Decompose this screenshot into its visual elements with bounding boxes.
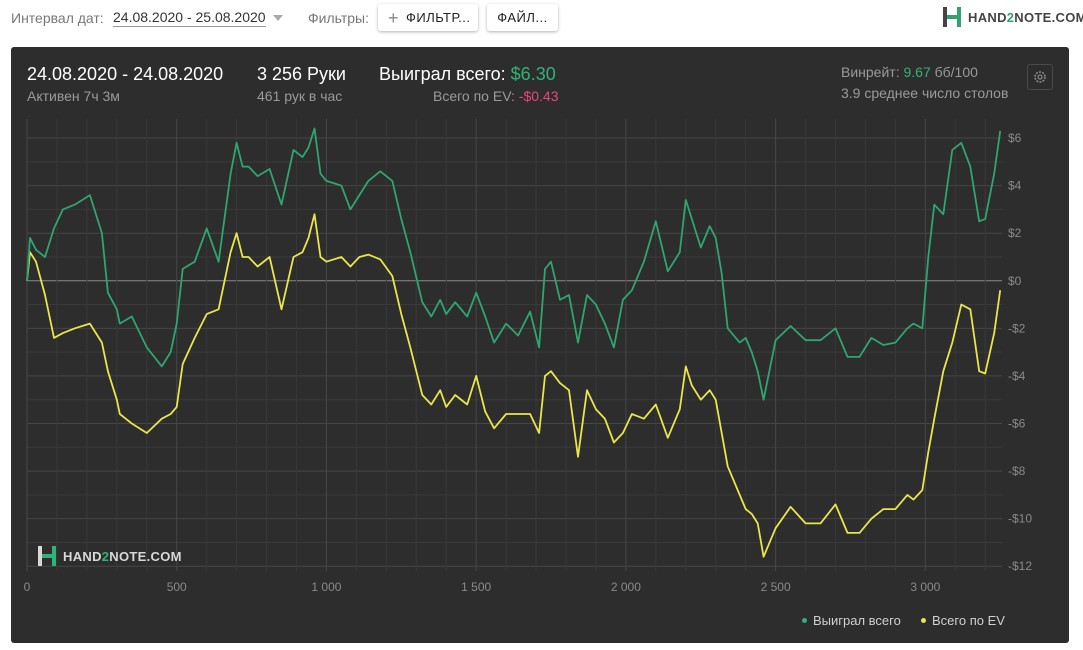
- y-tick-label: -$6: [1008, 417, 1026, 431]
- stats-ev-total: Всего по EV: -$0.43: [433, 88, 559, 104]
- filter-button[interactable]: + ФИЛЬТР...: [378, 4, 478, 31]
- x-tick-label: 3 000: [910, 580, 940, 594]
- x-tick-label: 1 000: [311, 580, 341, 594]
- stats-date-range: 24.08.2020 - 24.08.2020: [27, 64, 224, 84]
- file-button-label: ФАЙЛ...: [497, 10, 548, 25]
- gear-icon: [1034, 71, 1046, 83]
- series-line-ev: [26, 213, 1002, 558]
- watermark-text: HAND2NOTE.COM: [63, 548, 182, 564]
- y-tick-label: -$8: [1008, 464, 1026, 478]
- chart-series: [26, 127, 1002, 558]
- filter-button-label: ФИЛЬТР...: [406, 10, 471, 25]
- x-axis-ticks: 0 500 1 000 1 500 2 000 2 500 3 000: [24, 580, 941, 594]
- chart-grid: [26, 119, 1002, 571]
- stats-won-total: Выиграл всего: $6.30: [379, 64, 556, 84]
- won-value: $6.30: [510, 64, 556, 84]
- y-tick-label: $4: [1008, 179, 1022, 193]
- ev-value: -$0.43: [518, 88, 559, 104]
- legend-dot-won: [802, 618, 807, 623]
- legend-item-ev[interactable]: Всего по EV: [921, 613, 1005, 628]
- logo-h-icon: [943, 7, 961, 27]
- y-tick-label: -$4: [1008, 369, 1026, 383]
- settings-button[interactable]: [1027, 64, 1053, 90]
- date-interval-label: Интервал дат:: [11, 10, 104, 26]
- y-tick-label: $6: [1008, 131, 1022, 145]
- x-tick-label: 2 500: [761, 580, 791, 594]
- stats-winrate: Винрейт: 9.67 бб/100: [841, 64, 978, 80]
- logo-h-icon: [38, 546, 56, 566]
- legend-dot-ev: [921, 618, 926, 623]
- date-interval-select[interactable]: 24.08.2020 - 25.08.2020: [113, 9, 266, 27]
- y-tick-label: -$12: [1008, 559, 1032, 573]
- x-tick-label: 1 500: [461, 580, 491, 594]
- x-tick-label: 0: [24, 580, 31, 594]
- legend-item-won[interactable]: Выиграл всего: [802, 613, 901, 628]
- legend-label-won: Выиграл всего: [813, 613, 901, 628]
- winrate-value: 9.67: [903, 64, 931, 80]
- graph-panel: 24.08.2020 - 24.08.2020 Активен 7ч 3м 3 …: [11, 47, 1069, 643]
- brand-logo: HAND2NOTE.COM: [942, 6, 1083, 28]
- brand-text: HAND2NOTE.COM: [968, 9, 1083, 25]
- legend-label-ev: Всего по EV: [932, 613, 1005, 628]
- watermark-logo: HAND2NOTE.COM: [37, 545, 182, 567]
- stats-tables: 3.9 среднее число столов: [841, 85, 1009, 101]
- top-bar: Интервал дат: 24.08.2020 - 25.08.2020 Фи…: [0, 0, 1083, 38]
- filters-label: Фильтры:: [308, 10, 369, 26]
- profit-chart[interactable]: $6 $4 $2 $0 -$2 -$4 -$6 -$8 -$10 -$12 0 500 1 000 1 …: [11, 47, 1069, 643]
- chevron-down-icon[interactable]: [273, 15, 283, 21]
- y-axis-ticks: $6 $4 $2 $0 -$2 -$4 -$6 -$8 -$10 -$12: [1008, 131, 1032, 573]
- stats-hands-per-hour: 461 рук в час: [257, 88, 343, 104]
- plus-icon: +: [388, 7, 400, 28]
- stats-active-time: Активен 7ч 3м: [27, 88, 120, 104]
- y-tick-label: -$2: [1008, 321, 1026, 335]
- x-tick-label: 500: [167, 580, 187, 594]
- y-tick-label: $2: [1008, 226, 1022, 240]
- y-tick-label: -$10: [1008, 512, 1032, 526]
- stats-hands: 3 256 Руки: [257, 64, 346, 84]
- file-button[interactable]: ФАЙЛ...: [487, 4, 558, 31]
- x-tick-label: 2 000: [611, 580, 641, 594]
- y-tick-label: $0: [1008, 274, 1022, 288]
- series-line-won: [26, 127, 1002, 401]
